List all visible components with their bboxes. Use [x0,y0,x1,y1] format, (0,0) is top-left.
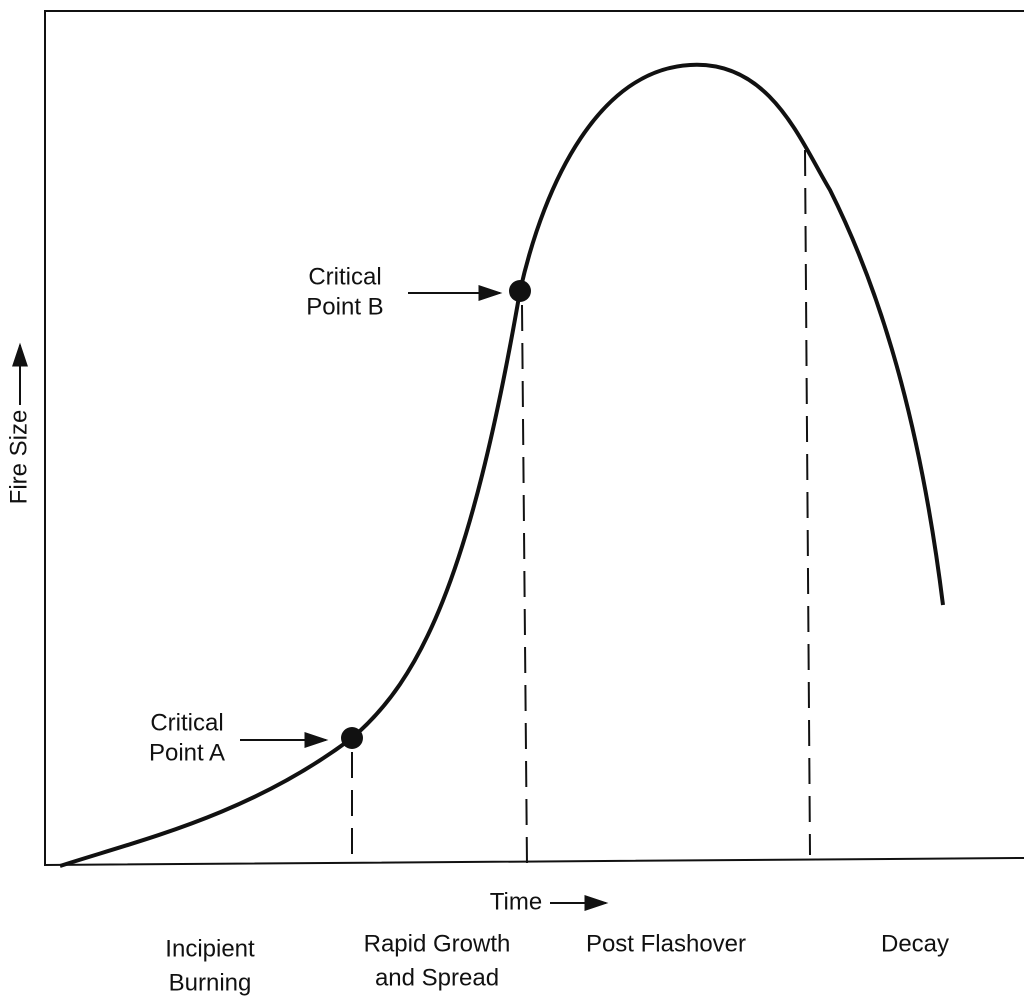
point-label: Point A [149,739,225,766]
phase-label: Incipient [165,935,255,962]
phase-label: and Spread [375,964,499,991]
plot-frame [44,10,1024,867]
y-axis-label: Fire Size [5,410,32,505]
phase-divider [521,304,528,866]
phase-divider [804,149,811,856]
fire-curve [59,62,945,868]
labels: Critical Point A Critical Point B Incipient B… [149,263,949,996]
phase-label: Rapid Growth [364,930,511,957]
x-axis-label: Time [490,888,542,915]
point-label: Critical [308,263,381,290]
phase-label: Decay [881,930,949,957]
critical-point [341,727,363,749]
point-label: Point B [306,293,383,320]
critical-point [509,280,531,302]
point-label: Critical [150,709,223,736]
phase-label: Burning [169,969,252,996]
phase-label: Post Flashover [586,930,746,957]
